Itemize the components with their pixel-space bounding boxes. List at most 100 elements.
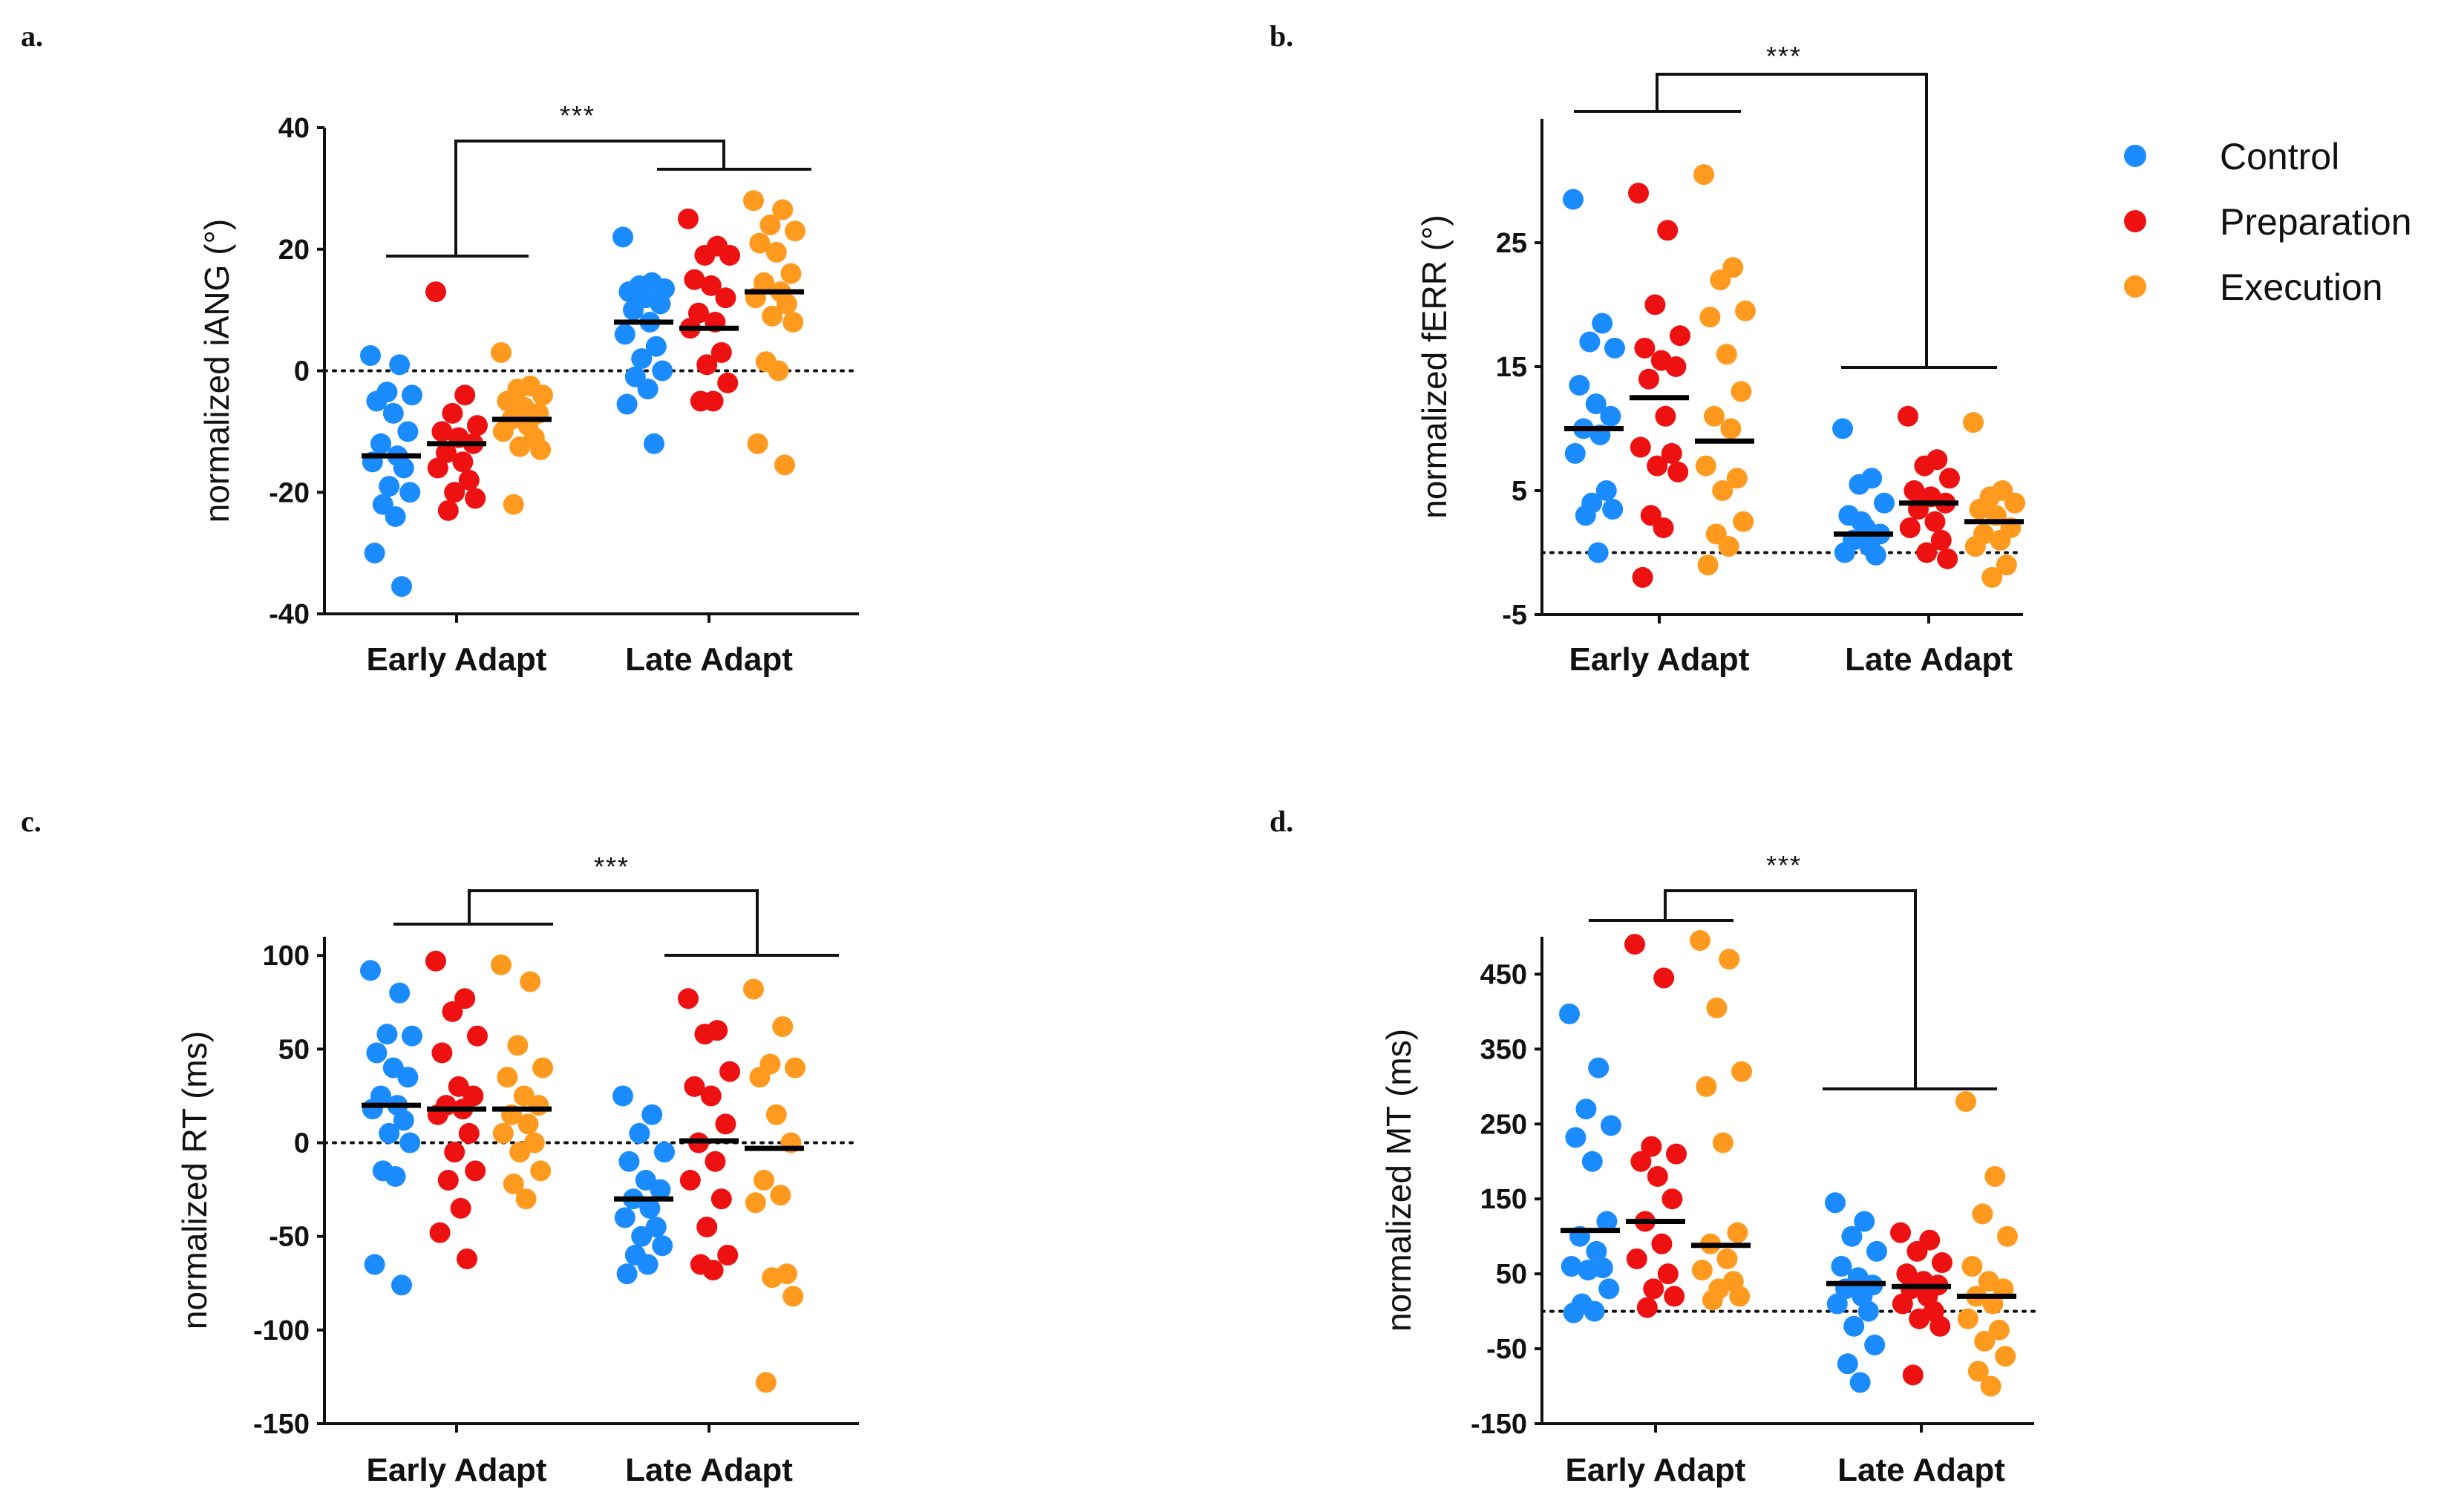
data-point-control-early xyxy=(364,1254,385,1275)
data-point-execution-early xyxy=(497,390,518,412)
data-point-preparation-early xyxy=(1641,1136,1662,1157)
data-point-control-late xyxy=(1874,492,1895,514)
data-point-control-late xyxy=(637,1254,659,1275)
data-point-control-late xyxy=(1843,1315,1865,1337)
data-point-control-early xyxy=(382,402,404,424)
data-point-execution-late xyxy=(770,1185,791,1206)
data-point-control-late xyxy=(637,379,659,400)
y-tick-label: 40 xyxy=(278,113,310,144)
data-point-preparation-late xyxy=(679,1170,701,1191)
data-point-preparation-early xyxy=(1630,1151,1652,1172)
data-point-preparation-early xyxy=(444,482,465,503)
data-point-control-early xyxy=(1600,405,1621,427)
data-point-execution-early xyxy=(515,1188,537,1210)
data-point-execution-early xyxy=(492,421,514,442)
data-point-execution-early xyxy=(530,439,552,460)
data-point-control-late xyxy=(631,348,653,370)
data-point-preparation-early xyxy=(1643,1278,1664,1300)
y-tick-label: 15 xyxy=(1496,352,1527,383)
x-category-label: Early Adapt xyxy=(367,1452,547,1488)
data-point-execution-late xyxy=(1997,1225,2018,1247)
data-point-control-early xyxy=(389,354,411,376)
data-point-execution-early xyxy=(1696,1076,1717,1097)
data-point-control-early xyxy=(389,982,411,1004)
data-point-execution-early xyxy=(1719,949,1740,970)
data-point-control-early xyxy=(362,1099,383,1120)
data-point-preparation-late xyxy=(715,1113,736,1135)
data-point-execution-late xyxy=(768,360,789,382)
y-tick-label: 100 xyxy=(263,940,310,972)
data-point-preparation-early xyxy=(1657,220,1679,241)
data-point-control-late xyxy=(1826,1293,1848,1315)
data-point-control-early xyxy=(397,421,419,442)
data-point-execution-late xyxy=(776,293,797,315)
data-point-execution-late xyxy=(759,215,781,235)
data-point-control-early xyxy=(366,1042,388,1064)
data-point-execution-early xyxy=(532,1057,553,1079)
y-axis-title: normalized fERR (°) xyxy=(1415,215,1454,519)
data-point-control-late xyxy=(1849,474,1870,495)
data-point-control-late xyxy=(1851,511,1872,532)
data-point-execution-early xyxy=(1731,1061,1752,1082)
data-point-control-early xyxy=(1564,442,1586,464)
data-point-preparation-early xyxy=(1653,967,1675,989)
y-axis-title: normalized MT (ms) xyxy=(1379,1029,1418,1332)
data-point-preparation-late xyxy=(1909,1308,1930,1329)
data-point-control-early xyxy=(1559,1003,1580,1024)
data-point-preparation-late xyxy=(705,1151,726,1172)
data-point-control-late xyxy=(652,1235,673,1257)
data-point-execution-early xyxy=(532,384,553,406)
data-point-preparation-late xyxy=(710,341,732,363)
data-point-control-early xyxy=(393,457,414,479)
data-point-control-early xyxy=(360,345,381,367)
data-point-preparation-late xyxy=(715,287,736,309)
legend: Control Preparation Execution xyxy=(2124,136,2412,308)
y-tick-label: 5 xyxy=(1512,476,1527,507)
significance-bracket xyxy=(454,140,725,256)
data-point-control-early xyxy=(385,1165,406,1187)
data-point-preparation-late xyxy=(1924,511,1946,532)
data-point-execution-late xyxy=(754,272,774,293)
data-point-execution-early xyxy=(1720,418,1742,439)
data-point-control-early xyxy=(402,384,422,406)
data-point-preparation-early xyxy=(1630,436,1651,458)
data-point-execution-early xyxy=(528,1095,549,1116)
data-point-preparation-late xyxy=(684,269,705,290)
data-point-control-late xyxy=(1834,542,1855,563)
data-point-preparation-late xyxy=(1937,548,1958,569)
panel-a: a. 40 20 0 -20 -40 Early Adapt Late Adapt normal… xyxy=(21,19,860,678)
data-point-preparation-early xyxy=(467,415,488,436)
panel-letter-d: d. xyxy=(1269,805,1293,838)
data-point-preparation-early xyxy=(1657,1263,1679,1285)
data-point-control-early xyxy=(393,1110,414,1131)
data-point-preparation-late xyxy=(717,372,739,393)
panel-b: b. 25 15 5 -5 Early Adapt Late Adapt normalized… xyxy=(1269,19,2025,678)
data-point-control-early xyxy=(1586,1240,1607,1262)
data-point-execution-late xyxy=(782,1286,804,1307)
data-point-preparation-late xyxy=(684,1076,705,1097)
y-tick-label: 50 xyxy=(1496,1259,1527,1290)
significance-bracket xyxy=(468,889,759,955)
data-point-preparation-early xyxy=(1667,461,1689,482)
data-point-execution-late xyxy=(1984,1165,2006,1187)
x-category-label: Late Adapt xyxy=(625,641,793,678)
legend-label-preparation: Preparation xyxy=(2220,201,2412,243)
data-point-execution-early xyxy=(492,1122,514,1144)
data-point-execution-early xyxy=(1704,405,1725,427)
data-point-execution-early xyxy=(1727,1222,1748,1243)
data-point-execution-late xyxy=(1961,1256,1983,1277)
data-point-control-late xyxy=(1854,1211,1875,1232)
data-point-control-late xyxy=(614,324,635,345)
data-point-control-late xyxy=(1866,1240,1887,1262)
data-point-execution-late xyxy=(2004,492,2025,514)
x-category-label: Late Adapt xyxy=(1837,1452,2005,1488)
data-point-execution-early xyxy=(1716,1248,1738,1269)
data-point-execution-late xyxy=(1974,1330,1996,1352)
y-tick-label: 20 xyxy=(278,235,310,266)
data-point-preparation-late xyxy=(694,1024,716,1045)
data-point-execution-late xyxy=(749,1067,771,1088)
y-tick-label: 350 xyxy=(1480,1034,1527,1065)
x-category-label: Late Adapt xyxy=(1845,641,2013,678)
data-point-control-early xyxy=(385,506,406,527)
data-point-control-early xyxy=(1561,1256,1582,1277)
